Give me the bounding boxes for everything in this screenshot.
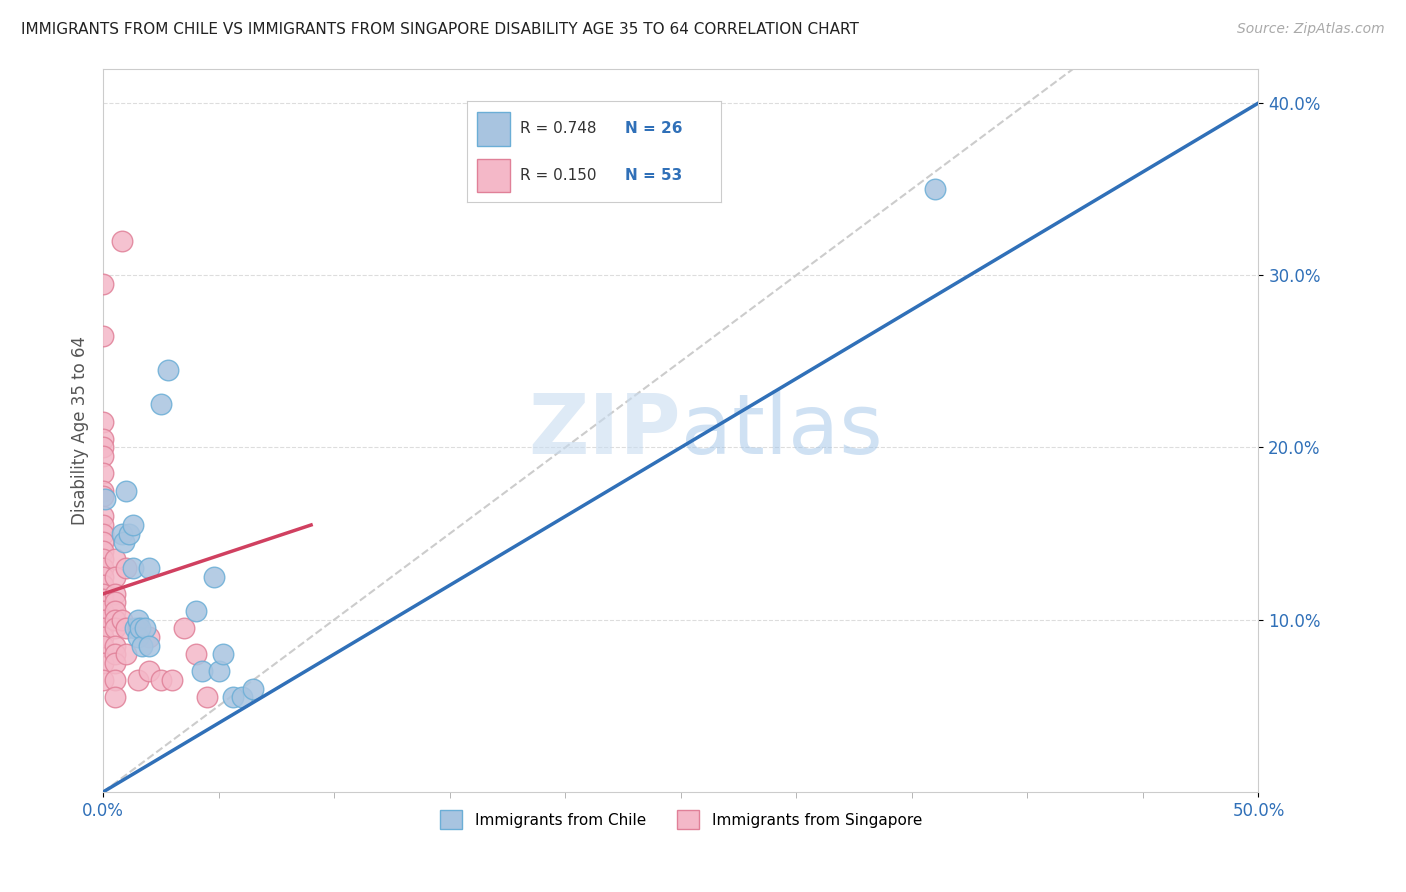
Point <box>115 483 138 498</box>
Text: ZIP: ZIP <box>529 390 681 471</box>
Point <box>129 621 152 635</box>
Point <box>94 492 117 507</box>
Point <box>156 363 179 377</box>
Point <box>91 544 114 558</box>
Point <box>91 489 114 503</box>
Point <box>127 613 149 627</box>
Point <box>115 621 138 635</box>
Point <box>91 561 114 575</box>
Point <box>122 518 145 533</box>
Point <box>221 690 243 705</box>
Point <box>91 587 114 601</box>
Point <box>91 328 114 343</box>
Point <box>104 604 127 618</box>
Point <box>202 569 225 583</box>
Point <box>91 656 114 670</box>
Point <box>104 673 127 687</box>
Point <box>104 639 127 653</box>
Point <box>104 552 127 566</box>
Point <box>127 621 149 635</box>
Text: atlas: atlas <box>681 390 883 471</box>
Point <box>91 509 114 524</box>
Point <box>122 561 145 575</box>
Point <box>104 613 127 627</box>
Point <box>212 647 235 661</box>
Point <box>191 665 214 679</box>
Point <box>127 673 149 687</box>
Point <box>184 647 207 661</box>
Point <box>91 518 114 533</box>
Point <box>173 621 195 635</box>
Point <box>117 526 139 541</box>
Point <box>91 483 114 498</box>
Text: IMMIGRANTS FROM CHILE VS IMMIGRANTS FROM SINGAPORE DISABILITY AGE 35 TO 64 CORRE: IMMIGRANTS FROM CHILE VS IMMIGRANTS FROM… <box>21 22 859 37</box>
Point <box>91 526 114 541</box>
Point <box>134 621 156 635</box>
Legend: Immigrants from Chile, Immigrants from Singapore: Immigrants from Chile, Immigrants from S… <box>433 804 928 835</box>
Point <box>924 182 946 196</box>
Point <box>104 690 127 705</box>
Point <box>91 592 114 607</box>
Point <box>91 535 114 549</box>
Point <box>131 639 153 653</box>
Point <box>149 673 172 687</box>
Point <box>91 552 114 566</box>
Point <box>91 639 114 653</box>
Point <box>104 647 127 661</box>
Point <box>104 656 127 670</box>
Point <box>104 595 127 609</box>
Point <box>104 621 127 635</box>
Point <box>112 535 135 549</box>
Point <box>91 578 114 592</box>
Point <box>104 569 127 583</box>
Point <box>138 665 160 679</box>
Point <box>91 673 114 687</box>
Point <box>231 690 253 705</box>
Point <box>91 432 114 446</box>
Point <box>91 467 114 481</box>
Point <box>184 604 207 618</box>
Point <box>115 561 138 575</box>
Point <box>127 630 149 644</box>
Point <box>115 647 138 661</box>
Point <box>91 613 114 627</box>
Point <box>91 415 114 429</box>
Text: Source: ZipAtlas.com: Source: ZipAtlas.com <box>1237 22 1385 37</box>
Point <box>110 234 132 248</box>
Point <box>110 526 132 541</box>
Point <box>208 665 231 679</box>
Point <box>91 449 114 463</box>
Point <box>162 673 184 687</box>
Point <box>195 690 218 705</box>
Point <box>91 441 114 455</box>
Point <box>242 681 264 696</box>
Point <box>104 587 127 601</box>
Point <box>91 277 114 291</box>
Point <box>149 397 172 411</box>
Point <box>91 621 114 635</box>
Point <box>138 561 160 575</box>
Point <box>91 630 114 644</box>
Point <box>138 639 160 653</box>
Point <box>91 604 114 618</box>
Point <box>138 630 160 644</box>
Point <box>124 621 146 635</box>
Y-axis label: Disability Age 35 to 64: Disability Age 35 to 64 <box>72 335 89 524</box>
Point <box>110 613 132 627</box>
Point <box>91 569 114 583</box>
